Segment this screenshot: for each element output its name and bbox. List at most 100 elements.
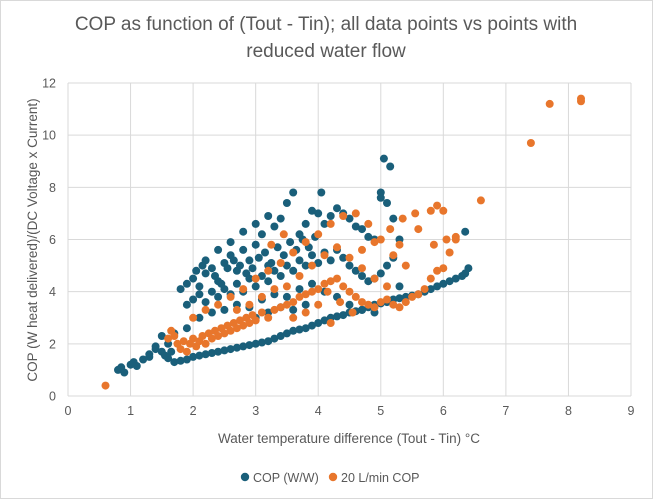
data-point <box>289 298 298 307</box>
data-point <box>239 285 248 294</box>
data-point <box>276 272 285 280</box>
data-point <box>386 162 395 171</box>
data-point <box>201 305 210 314</box>
data-point <box>251 339 260 348</box>
data-point <box>264 337 273 346</box>
data-point <box>176 285 185 294</box>
data-point <box>308 261 316 270</box>
data-point <box>251 274 260 283</box>
data-point <box>348 308 357 317</box>
data-point <box>248 264 257 273</box>
data-point <box>301 290 310 299</box>
data-point <box>351 209 360 218</box>
data-point <box>426 285 435 294</box>
data-point <box>439 279 448 288</box>
data-point <box>364 300 373 309</box>
y-tick-label: 10 <box>42 129 56 143</box>
data-point <box>376 269 385 278</box>
data-point <box>245 341 254 350</box>
data-point <box>308 279 316 288</box>
data-point <box>345 300 354 309</box>
data-points <box>101 94 585 390</box>
data-point <box>351 266 360 275</box>
y-axis-title: COP (W heat delivered)/(DC Voltage x Cur… <box>25 98 40 381</box>
data-point <box>251 316 260 325</box>
data-point <box>442 235 451 244</box>
data-point <box>389 300 398 309</box>
data-point <box>358 245 366 254</box>
data-point <box>220 329 229 338</box>
legend-label-cop: COP (W/W) <box>253 471 319 485</box>
data-point <box>308 287 316 296</box>
data-point <box>264 313 273 322</box>
data-point <box>414 290 423 299</box>
x-tick-label: 4 <box>315 404 322 418</box>
data-point <box>323 287 332 296</box>
data-point <box>364 232 373 241</box>
data-point <box>151 342 160 351</box>
data-point <box>429 240 438 249</box>
chart-title-line-1: COP as function of (Tout - Tin); all dat… <box>75 14 577 35</box>
data-point <box>232 343 241 352</box>
data-point <box>214 347 223 356</box>
data-point <box>214 300 223 309</box>
data-point <box>358 305 366 314</box>
data-point <box>257 338 266 347</box>
data-point <box>339 282 348 291</box>
data-point <box>339 212 348 220</box>
data-point <box>451 235 460 244</box>
data-point <box>182 355 191 364</box>
data-point <box>211 272 219 280</box>
data-point <box>545 99 554 108</box>
data-point <box>314 300 323 309</box>
data-point <box>326 212 335 220</box>
data-point <box>170 358 179 367</box>
data-point <box>214 332 223 340</box>
data-point <box>370 238 379 247</box>
data-point <box>376 188 385 197</box>
data-point <box>198 332 207 340</box>
data-point <box>333 204 341 213</box>
y-tick-label: 12 <box>42 77 56 91</box>
data-point <box>345 287 354 296</box>
x-tick-label: 3 <box>252 404 259 418</box>
data-point <box>339 311 348 320</box>
data-point <box>326 256 335 265</box>
data-point <box>254 253 263 262</box>
data-point <box>320 316 329 325</box>
data-point <box>345 261 354 270</box>
data-point <box>577 97 585 106</box>
data-point <box>345 253 354 262</box>
data-point <box>276 214 285 223</box>
data-point <box>301 238 310 247</box>
data-point <box>214 292 223 301</box>
data-point <box>139 355 148 364</box>
data-point <box>295 292 304 301</box>
data-point <box>226 326 235 335</box>
data-point <box>261 248 269 257</box>
data-point <box>276 332 285 340</box>
data-point <box>301 219 310 228</box>
data-point <box>317 188 326 197</box>
data-point <box>389 214 398 223</box>
data-point <box>239 245 248 254</box>
data-point <box>408 292 417 301</box>
data-point <box>207 287 216 296</box>
data-point <box>433 201 442 210</box>
data-point <box>192 266 201 275</box>
data-point <box>411 209 420 218</box>
data-point <box>232 279 241 288</box>
data-point <box>251 282 260 291</box>
data-point <box>232 324 241 333</box>
data-point <box>282 329 291 338</box>
data-point <box>289 326 298 335</box>
data-point <box>264 277 273 286</box>
legend-label-20l-cop: 20 L/min COP <box>341 471 420 485</box>
data-point <box>383 295 391 304</box>
data-point <box>207 308 216 317</box>
data-point <box>164 334 173 343</box>
y-tick-label: 0 <box>49 390 56 404</box>
data-point <box>161 351 169 360</box>
data-point <box>326 319 335 327</box>
data-point <box>379 154 388 163</box>
